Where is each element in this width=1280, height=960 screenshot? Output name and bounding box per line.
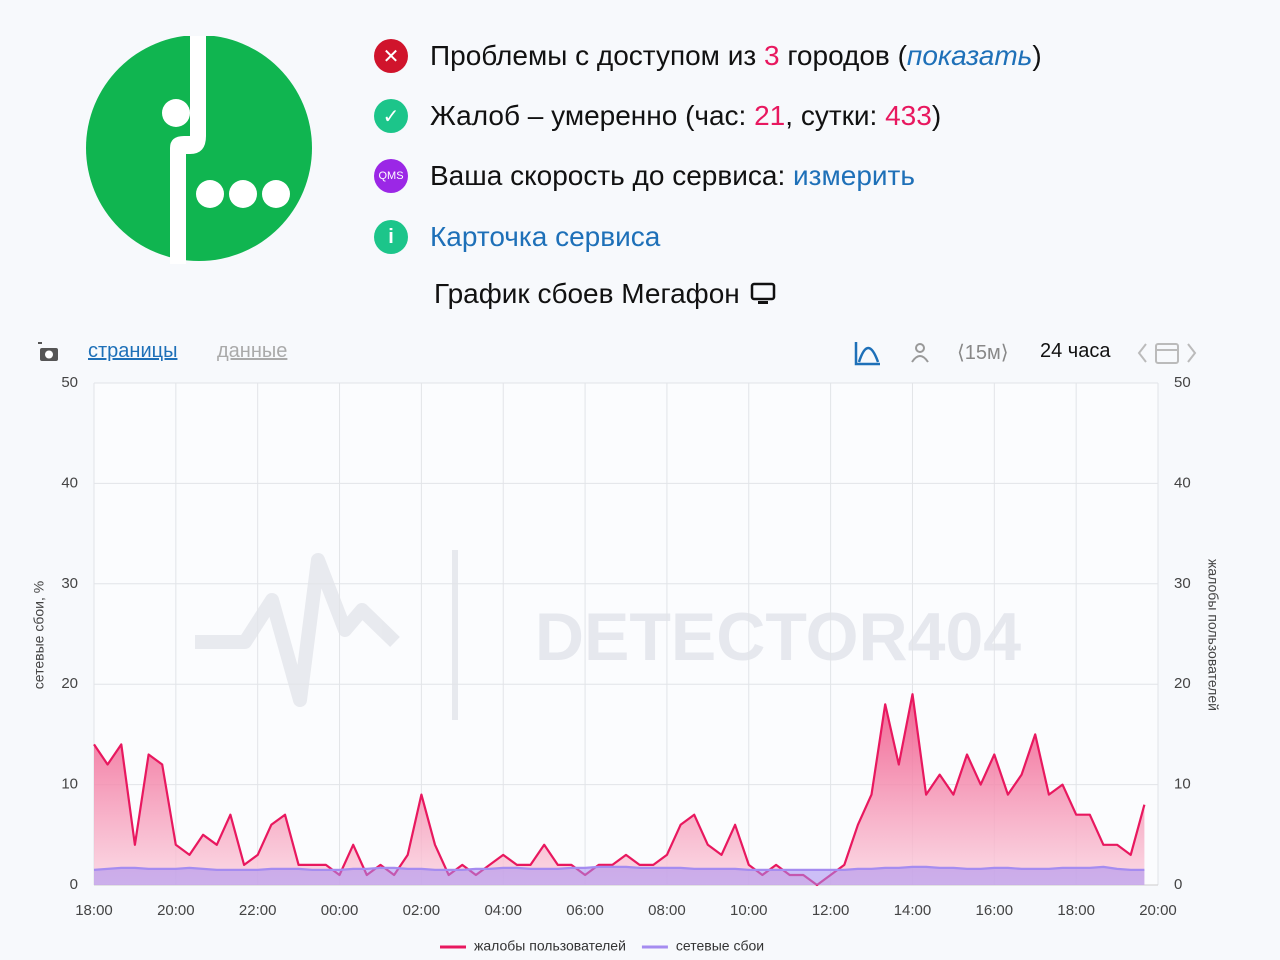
status-card: i Карточка сервиса: [374, 217, 660, 257]
chart-heading: График сбоев Мегафон: [434, 278, 776, 310]
status-speed: QMS Ваша скорость до сервиса: измерить: [374, 156, 915, 196]
x-tick-label: 20:00: [1139, 902, 1177, 919]
hour-count: 21: [754, 100, 786, 131]
data-tab[interactable]: данные: [217, 340, 288, 362]
error-icon: ✕: [374, 39, 408, 73]
info-icon: i: [374, 220, 408, 254]
x-tick-label: 06:00: [566, 902, 604, 919]
text: городов (: [779, 40, 907, 71]
text: ): [931, 100, 942, 131]
x-tick-label: 04:00: [484, 902, 522, 919]
screenshot-button[interactable]: [38, 342, 60, 364]
x-tick-label: 22:00: [239, 902, 277, 919]
x-tick-label: 10:00: [730, 902, 768, 919]
day-count: 433: [885, 100, 932, 131]
y-tick-label: 0: [70, 876, 78, 893]
y2-tick-label: 40: [1174, 474, 1191, 491]
text: Проблемы с доступом из: [430, 40, 764, 71]
x-tick-label: 12:00: [812, 902, 850, 919]
user-button[interactable]: [910, 342, 930, 364]
calendar-nav[interactable]: [1136, 340, 1198, 366]
series-area: [94, 866, 1145, 885]
x-tick-label: 00:00: [321, 902, 359, 919]
y-tick-label: 10: [61, 776, 78, 793]
show-link[interactable]: показать: [906, 40, 1033, 71]
watermark-text: DETECTOR404: [535, 599, 1021, 675]
count: 3: [763, 40, 780, 71]
x-tick-label: 14:00: [894, 902, 932, 919]
text: , сутки:: [785, 100, 886, 131]
series-area: [94, 694, 1145, 885]
text: Ваша скорость до сервиса:: [430, 160, 794, 191]
x-tick-label: 18:00: [75, 902, 113, 919]
legend-label: сетевые сбои: [676, 938, 764, 954]
logo: [86, 36, 312, 264]
y2-tick-label: 20: [1174, 675, 1191, 692]
y2-tick-label: 30: [1174, 575, 1191, 592]
card-link[interactable]: Карточка сервиса: [430, 221, 661, 252]
y-tick-label: 50: [61, 374, 78, 391]
text: Жалоб – умеренно (час:: [430, 100, 755, 131]
y-axis-label: сетевые сбои, %: [31, 581, 47, 689]
qms-icon: QMS: [374, 159, 408, 193]
y2-tick-label: 10: [1174, 776, 1191, 793]
legend-label: жалобы пользователей: [474, 938, 626, 954]
status-complaints: ✓ Жалоб – умеренно (час: 21, сутки: 433): [374, 96, 941, 136]
x-tick-label: 02:00: [403, 902, 441, 919]
heading-text: График сбоев Мегафон: [434, 278, 740, 309]
measure-link[interactable]: измерить: [793, 160, 915, 191]
pages-tab[interactable]: страницы: [88, 340, 178, 362]
x-tick-label: 18:00: [1057, 902, 1095, 919]
interval-button[interactable]: ⟨15м⟩: [957, 342, 1009, 364]
x-tick-label: 08:00: [648, 902, 686, 919]
watermark: [195, 550, 458, 720]
chart: DETECTOR404 0 10 20 30 40 50 0 10 20 30 40 50 18:00 2…: [31, 374, 1222, 954]
y2-tick-label: 50: [1174, 374, 1191, 391]
x-tick-label: 20:00: [157, 902, 195, 919]
ok-icon: ✓: [374, 99, 408, 133]
chart-mode-button[interactable]: [854, 340, 882, 366]
y-tick-label: 30: [61, 575, 78, 592]
y-tick-label: 40: [61, 474, 78, 491]
text: ): [1032, 40, 1042, 71]
range-button[interactable]: 24 часа: [1040, 340, 1111, 362]
series-line: [93, 693, 1146, 887]
y-tick-label: 20: [61, 675, 78, 692]
series-line: [93, 865, 1145, 871]
y2-tick-label: 0: [1174, 876, 1182, 893]
y2-axis-label: жалобы пользователей: [1205, 559, 1221, 711]
status-access: ✕ Проблемы с доступом из 3 городов (пока…: [374, 36, 1042, 76]
x-tick-label: 16:00: [976, 902, 1014, 919]
monitor-icon: [750, 282, 775, 304]
